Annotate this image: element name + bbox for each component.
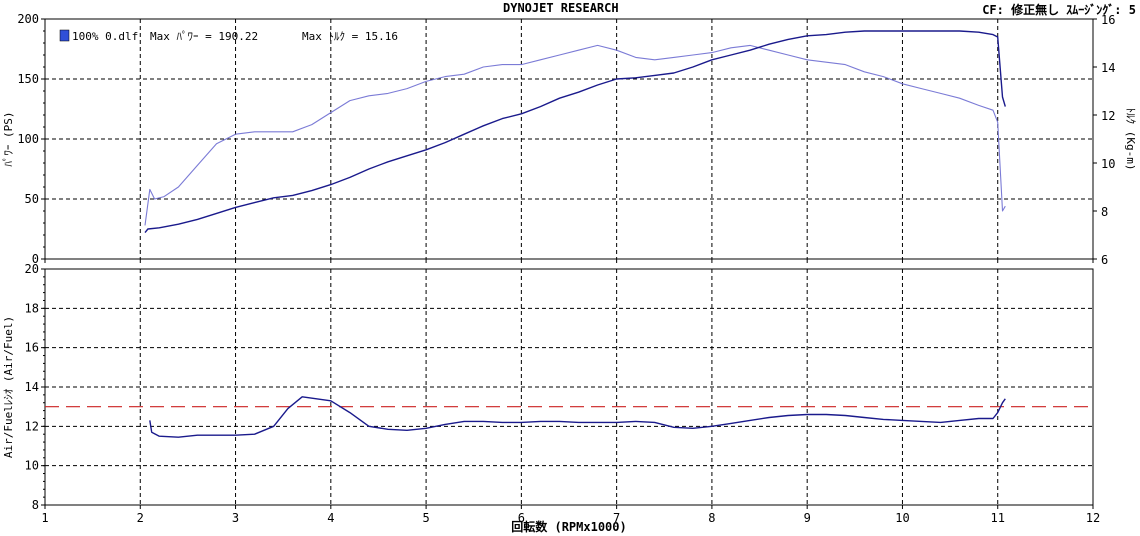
y2-tick-label: 6 xyxy=(1101,253,1108,267)
x-tick-label: 4 xyxy=(327,511,334,525)
x-tick-label: 9 xyxy=(804,511,811,525)
x-tick-label: 8 xyxy=(708,511,715,525)
x-tick-label: 12 xyxy=(1086,511,1100,525)
y-tick-label: 12 xyxy=(25,419,39,433)
x-tick-label: 3 xyxy=(232,511,239,525)
x-axis-label: 回転数 (RPMx1000) xyxy=(511,519,626,534)
torque-series-line xyxy=(144,44,1006,226)
y-tick-label: 50 xyxy=(25,192,39,206)
y2-axis-label: ﾄﾙｸ (Kg-m) xyxy=(1124,108,1137,171)
y2-tick-label: 12 xyxy=(1101,109,1115,123)
legend-max-torque: Max ﾄﾙｸ = 15.16 xyxy=(302,30,398,43)
plot-area xyxy=(44,18,1094,260)
y-tick-label: 18 xyxy=(25,301,39,315)
y-tick-label: 20 xyxy=(25,262,39,276)
legend-swatch xyxy=(59,29,70,42)
chart-panel-power-torque: 0 50 100 150 200 ﾊﾟﾜｰ (PS) 6 8 10 12 14 16 ﾄﾙｸ (Kg-m… xyxy=(2,12,1137,267)
chart-panel-air-fuel: 8 10 12 14 16 18 20 Air/Fuelﾚｼｵ (Air/Fuel) xyxy=(2,262,1094,512)
y-tick-label: 10 xyxy=(25,459,39,473)
y-tick-label: 200 xyxy=(17,12,39,26)
y-tick-label: 100 xyxy=(17,132,39,146)
power-series-line xyxy=(144,30,1006,234)
y-axis-label: ﾊﾟﾜｰ (PS) xyxy=(2,111,15,166)
afr-series-line xyxy=(149,396,1006,438)
x-tick-label: 1 xyxy=(41,511,48,525)
y-tick-label: 0 xyxy=(32,252,39,266)
x-tick-label: 6 xyxy=(518,511,525,525)
chart-title: DYNOJET RESEARCH xyxy=(503,1,619,15)
y-tick-label: 8 xyxy=(32,498,39,512)
y-tick-label: 14 xyxy=(25,380,39,394)
y-tick-label: 150 xyxy=(17,72,39,86)
x-tick-label: 5 xyxy=(422,511,429,525)
x-tick-label: 2 xyxy=(137,511,144,525)
y2-tick-label: 16 xyxy=(1101,13,1115,27)
y-tick-label: 16 xyxy=(25,341,39,355)
legend: 100% 0.dlf Max ﾊﾟﾜｰ = 190.22 Max ﾄﾙｸ = 1… xyxy=(59,29,398,43)
x-tick-label: 7 xyxy=(613,511,620,525)
legend-run-label: 100% 0.dlf xyxy=(72,30,138,43)
x-tick-label: 10 xyxy=(895,511,909,525)
y2-tick-label: 14 xyxy=(1101,61,1115,75)
correction-label: CF: 修正無し ｽﾑｰｼﾞﾝｸﾞ: 5 xyxy=(982,3,1136,17)
x-tick-label: 11 xyxy=(991,511,1005,525)
legend-max-power: Max ﾊﾟﾜｰ = 190.22 xyxy=(150,30,258,43)
y2-tick-label: 10 xyxy=(1101,157,1115,171)
y2-tick-label: 8 xyxy=(1101,205,1108,219)
plot-area xyxy=(44,268,1094,506)
y-axis-label: Air/Fuelﾚｼｵ (Air/Fuel) xyxy=(2,316,15,458)
